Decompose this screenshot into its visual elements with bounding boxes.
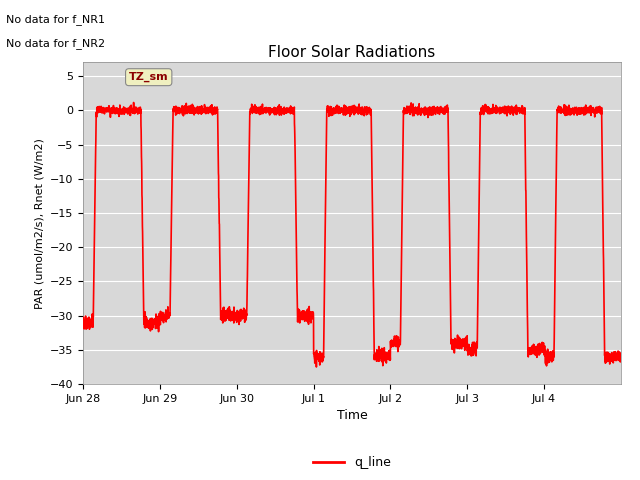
Title: Floor Solar Radiations: Floor Solar Radiations: [268, 45, 436, 60]
Y-axis label: PAR (umol/m2/s), Rnet (W/m2): PAR (umol/m2/s), Rnet (W/m2): [35, 138, 44, 309]
Text: No data for f_NR1: No data for f_NR1: [6, 14, 106, 25]
Text: No data for f_NR2: No data for f_NR2: [6, 38, 106, 49]
X-axis label: Time: Time: [337, 409, 367, 422]
Text: TZ_sm: TZ_sm: [129, 72, 168, 82]
Legend: q_line: q_line: [308, 451, 396, 474]
